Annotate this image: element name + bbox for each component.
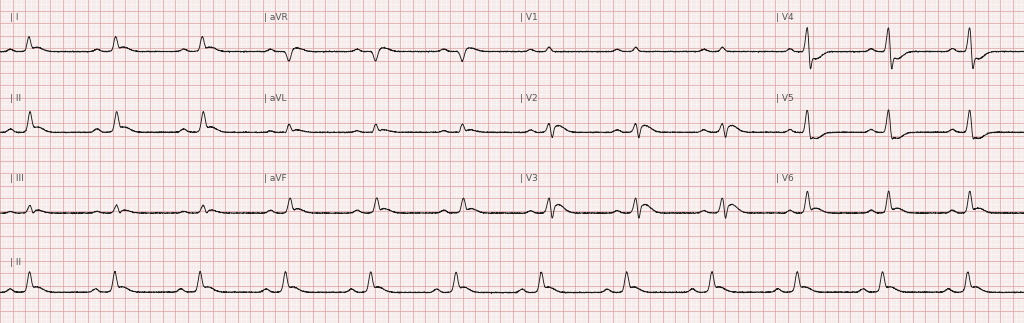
- Text: | V4: | V4: [776, 13, 794, 22]
- Text: | aVR: | aVR: [264, 13, 288, 22]
- Text: | V5: | V5: [776, 94, 794, 103]
- Text: | aVL: | aVL: [264, 94, 287, 103]
- Text: | V1: | V1: [520, 13, 538, 22]
- Text: | I: | I: [10, 13, 18, 22]
- Text: | II: | II: [10, 258, 22, 267]
- Text: | II: | II: [10, 94, 22, 103]
- Text: | aVF: | aVF: [264, 174, 287, 183]
- Text: | V6: | V6: [776, 174, 794, 183]
- Text: | V3: | V3: [520, 174, 538, 183]
- Text: | V2: | V2: [520, 94, 538, 103]
- Text: | III: | III: [10, 174, 24, 183]
